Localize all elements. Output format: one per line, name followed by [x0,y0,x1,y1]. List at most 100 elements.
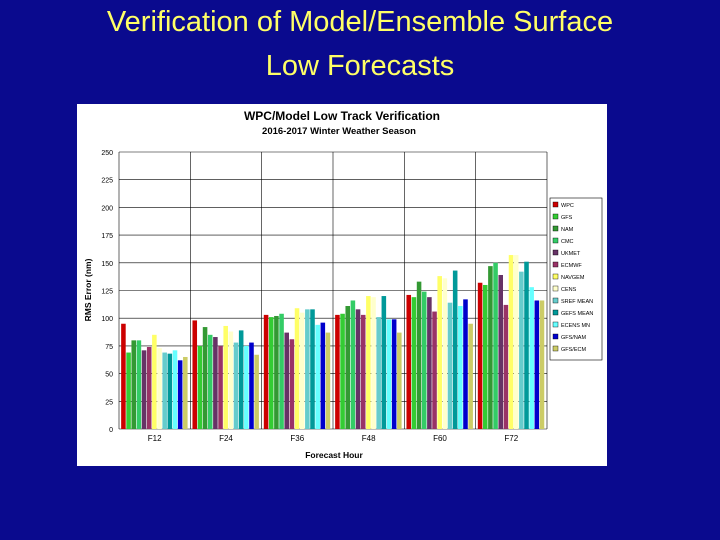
bar-ecmwf-f60 [432,311,437,429]
bar-navgem-f60 [437,276,442,429]
legend-swatch [552,333,559,340]
bar-chart: WPC/Model Low Track Verification 2016-20… [83,109,603,460]
y-tick-label: 225 [101,178,113,185]
bar-wpc-f24 [192,320,198,429]
bar-ukmet-f24 [213,337,218,429]
bar-nam-f72 [488,266,493,429]
bar-cens-f36 [299,312,305,429]
chart-panel: WPC/Model Low Track Verification 2016-20… [77,104,607,466]
bar-gfs-nam-f72 [534,300,540,429]
x-tick-label: F24 [219,434,233,443]
legend-entry: WPC [561,203,574,209]
y-axis-label: RMS Error (nm) [83,258,93,321]
bar-gfs-nam-f48 [391,319,397,429]
bar-navgem-f24 [223,325,228,429]
legend-swatch [552,273,559,280]
legend-swatch [552,261,559,268]
bar-gefs-mean-f72 [524,261,529,429]
bar-ecmwf-f12 [146,347,152,429]
bar-gefs-mean-f24 [238,330,244,429]
bar-gfs-ecm-f12 [183,356,188,429]
y-tick-label: 250 [101,150,113,157]
bar-navgem-f48 [366,296,371,429]
bar-ecens-mn-f36 [315,324,320,429]
legend-entry: NAVGEM [561,275,585,281]
legend-box [549,197,603,361]
legend-entry: CMC [561,239,574,245]
bar-gfs-ecm-f48 [397,332,402,429]
legend-entry: CENS [561,287,577,293]
bar-ukmet-f12 [141,350,147,429]
bar-wpc-f12 [121,323,126,429]
y-tick-label: 50 [105,372,113,379]
x-tick-label: F48 [362,434,376,443]
legend-entry: UKMET [561,251,581,257]
bar-nam-f48 [345,306,351,429]
bar-gfs-f60 [411,297,417,429]
bar-gfs-ecm-f36 [325,332,331,429]
bar-ecens-mn-f60 [458,306,463,429]
x-axis-label: Forecast Hour [305,450,363,460]
bar-cmc-f48 [350,300,356,429]
legend-swatch [552,297,559,304]
bar-cens-f60 [442,278,448,429]
legend-entry: GFS/ECM [561,347,586,353]
bar-ukmet-f72 [498,274,503,429]
bar-nam-f60 [416,281,422,429]
bar-gfs-ecm-f72 [539,300,545,429]
bar-gfs-nam-f24 [249,342,254,429]
legend-swatch [552,309,559,316]
bar-cmc-f12 [136,340,142,429]
bar-navgem-f72 [508,255,514,429]
chart-subtitle: 2016-2017 Winter Weather Season [262,126,416,137]
bar-cens-f48 [371,297,376,429]
slide-title: Verification of Model/Ensemble Surface L… [0,0,720,88]
y-tick-label: 25 [105,399,113,406]
legend-swatch [552,249,559,256]
legend-entry: GFS/NAM [561,335,586,341]
bar-ecmwf-f24 [218,345,223,429]
bar-nam-f24 [202,327,208,429]
bar-sref-mean-f72 [519,271,524,429]
bar-ecmwf-f72 [503,304,509,429]
bar-nam-f12 [131,340,137,429]
y-tick-label: 125 [101,289,113,296]
y-tick-label: 75 [105,344,113,351]
bar-ecens-mn-f72 [529,287,534,429]
bar-sref-mean-f12 [162,352,167,429]
bar-nam-f36 [274,315,279,429]
x-tick-label: F36 [290,434,304,443]
x-tick-label: F60 [433,434,447,443]
bar-wpc-f72 [477,282,483,429]
y-tick-label: 200 [101,205,113,212]
bar-gfs-ecm-f24 [254,354,259,429]
bar-gfs-f48 [340,313,345,429]
bar-gfs-nam-f36 [320,322,326,429]
bar-gfs-nam-f12 [177,360,183,429]
bar-ukmet-f60 [427,297,432,429]
bar-wpc-f36 [263,314,269,429]
bar-gfs-ecm-f60 [468,323,473,429]
bar-navgem-f12 [152,334,157,429]
legend-swatch [552,213,559,220]
bar-gfs-f72 [482,284,488,429]
bar-gefs-mean-f48 [381,296,387,429]
bar-gfs-nam-f60 [463,299,468,429]
legend-entry: GEFS MEAN [561,311,593,317]
bar-cmc-f72 [493,262,498,429]
bar-sref-mean-f24 [233,342,239,429]
legend-entry: SREF MEAN [561,299,593,305]
legend-entry: GFS [561,215,573,221]
bar-ecens-mn-f12 [172,350,178,429]
y-tick-label: 0 [109,427,113,434]
y-tick-label: 100 [101,316,113,323]
legend-entry: NAM [561,227,574,233]
bar-gfs-f24 [197,345,203,429]
bar-navgem-f36 [294,308,300,429]
bar-gefs-mean-f12 [167,353,173,429]
bar-ecens-mn-f24 [244,345,249,429]
bar-gfs-f12 [126,352,131,429]
x-tick-label: F72 [504,434,518,443]
bar-ecmwf-f48 [360,314,366,429]
legend-entry: ECMWF [561,263,582,269]
